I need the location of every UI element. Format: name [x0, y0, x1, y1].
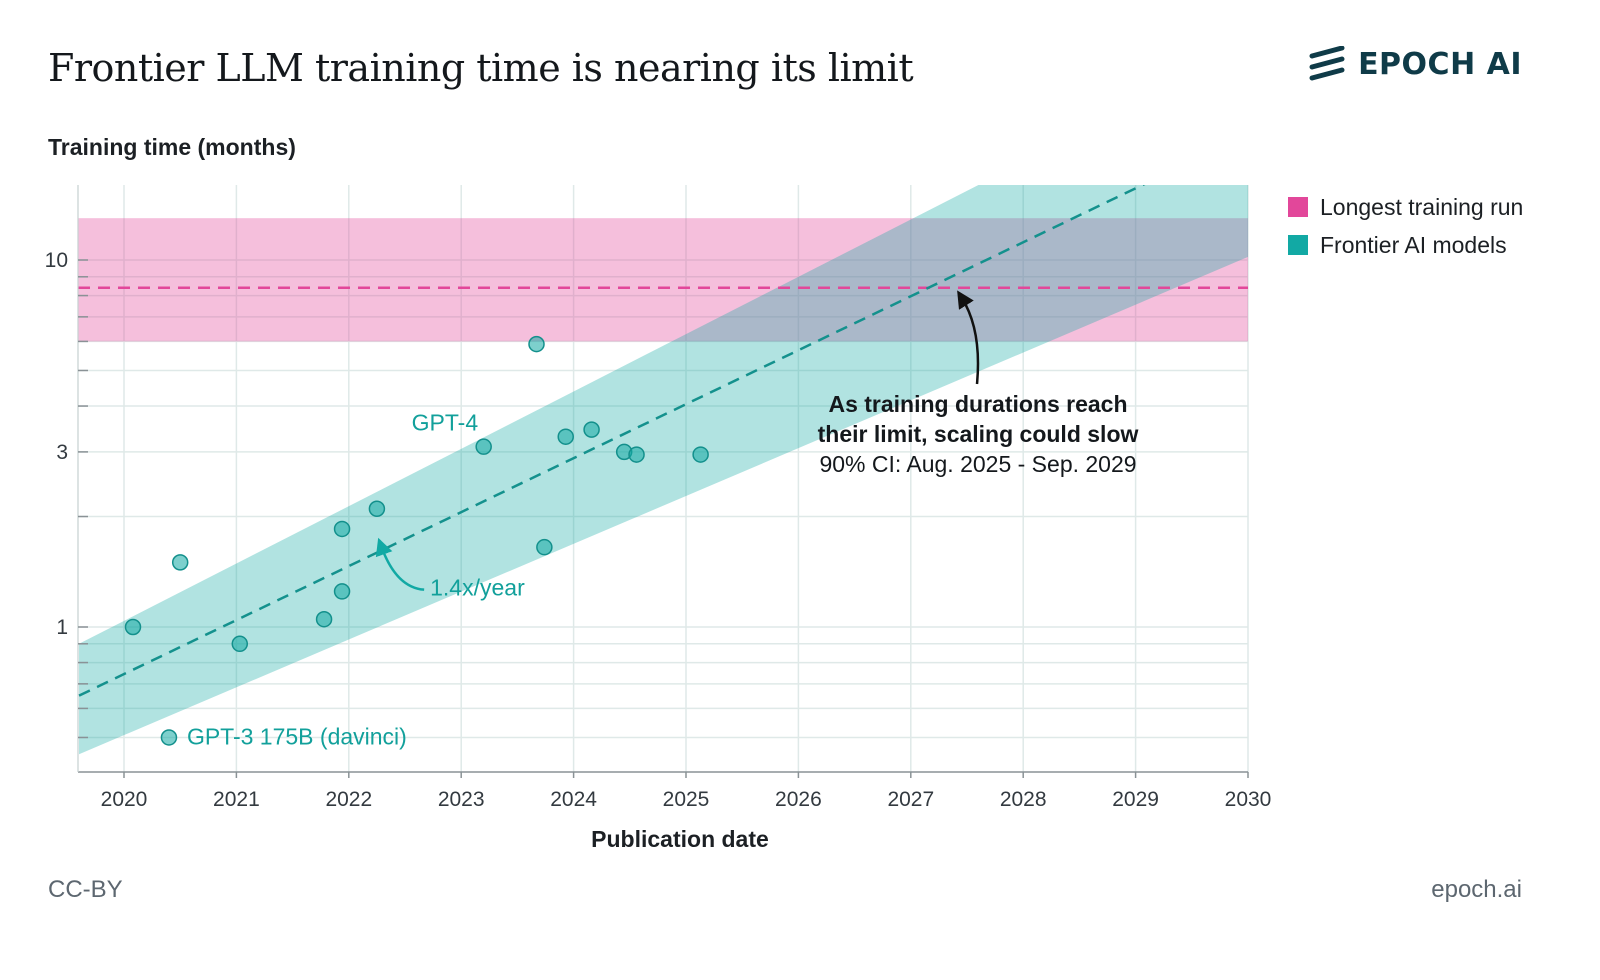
data-point [368, 500, 386, 517]
data-point [231, 635, 249, 653]
y-tick-label: 10 [45, 249, 68, 272]
data-point [475, 438, 492, 455]
data-point [315, 610, 333, 628]
license-text: CC-BY [48, 876, 123, 903]
x-tick-label: 2029 [1112, 788, 1159, 811]
x-tick-label: 2027 [887, 788, 934, 811]
epoch-logo-icon [1309, 46, 1345, 81]
x-tick-label: 2023 [438, 788, 485, 811]
legend-item-longest-run: Longest training run [1288, 188, 1523, 226]
data-point [333, 520, 351, 538]
legend: Longest training run Frontier AI models [1288, 188, 1523, 264]
legend-item-frontier-models: Frontier AI models [1288, 226, 1523, 264]
data-point [333, 583, 351, 600]
chart-title: Frontier LLM training time is nearing it… [48, 46, 914, 90]
x-tick-label: 2026 [775, 788, 822, 811]
x-tick-label: 2020 [101, 788, 148, 811]
legend-swatch-teal [1288, 235, 1308, 255]
trend-arrow [375, 537, 425, 591]
brand-name: EPOCH AI [1358, 46, 1522, 82]
annotation-line: As training durations reach [828, 391, 1127, 417]
x-tick-label: 2021 [213, 788, 260, 811]
x-axis-label: Publication date [591, 826, 769, 852]
x-tick-label: 2025 [663, 788, 710, 811]
x-tick-label: 2024 [550, 788, 597, 811]
data-point [171, 554, 189, 571]
epoch-logo: EPOCH AI [1308, 46, 1522, 82]
y-tick-label: 1 [56, 616, 68, 639]
legend-label: Frontier AI models [1320, 231, 1507, 258]
x-tick-label: 2022 [325, 788, 372, 811]
annotation-arrow [957, 290, 980, 385]
data-point [528, 335, 545, 353]
y-tick-label: 3 [56, 441, 68, 464]
limit-band [78, 218, 1248, 342]
point-label: GPT-4 [412, 410, 479, 436]
x-tick-label: 2030 [1225, 788, 1272, 811]
data-point [124, 618, 142, 636]
y-axis-label: Training time (months) [48, 134, 296, 160]
data-point [536, 538, 553, 556]
trend-rate-label: 1.4x/year [430, 575, 525, 601]
data-point [160, 729, 178, 746]
site-url: epoch.ai [1431, 876, 1522, 903]
annotation-line: their limit, scaling could slow [818, 421, 1139, 447]
annotation-line: 90% CI: Aug. 2025 - Sep. 2029 [819, 451, 1136, 477]
data-point [628, 446, 645, 463]
data-point [557, 428, 574, 445]
point-label: GPT-3 175B (davinci) [187, 723, 407, 749]
data-point [583, 421, 600, 438]
legend-label: Longest training run [1320, 193, 1524, 220]
trend-line [78, 185, 1146, 697]
data-point [692, 446, 709, 463]
confidence-band [79, 185, 1248, 755]
axes: 2020 2021 2022 2023 2024 2025 2026 2027 2028 2029… [45, 185, 1272, 811]
legend-swatch-pink [1288, 197, 1308, 217]
x-tick-label: 2028 [1000, 788, 1047, 811]
